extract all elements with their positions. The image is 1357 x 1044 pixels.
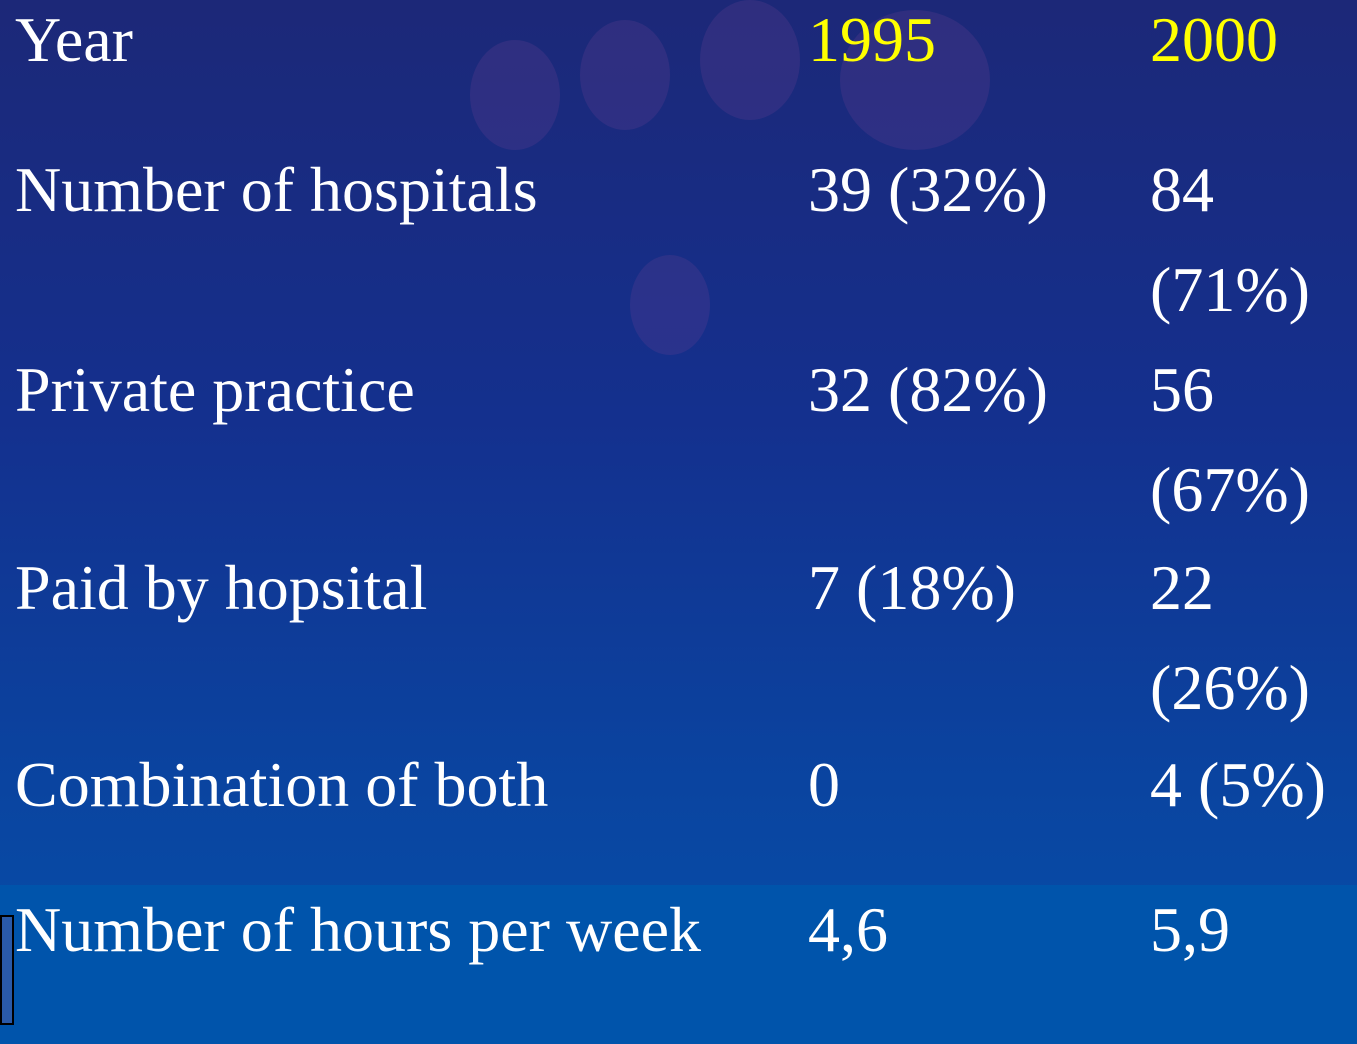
cell: 84 (71%) — [1150, 154, 1310, 325]
header-cell: Year — [15, 4, 133, 75]
cell: 4 (5%) — [1150, 749, 1326, 820]
cell: Number of hours per week — [15, 894, 701, 965]
cell: Paid by hopsital — [15, 552, 428, 623]
cell: Combination of both — [15, 749, 549, 820]
cell: 22 (26%) — [1150, 552, 1310, 723]
cell: 7 (18%) — [808, 552, 1016, 623]
watermark — [470, 40, 560, 150]
cell: 0 — [808, 749, 840, 820]
header-cell: 2000 — [1150, 4, 1278, 75]
cell: 5,9 — [1150, 894, 1230, 965]
watermark — [630, 255, 710, 355]
cell: 32 (82%) — [808, 354, 1048, 425]
watermark — [580, 20, 670, 130]
cell: Private practice — [15, 354, 415, 425]
header-cell: 1995 — [808, 4, 936, 75]
cell: Number of hospitals — [15, 154, 538, 225]
cell: 4,6 — [808, 894, 888, 965]
highlight-band — [0, 885, 1357, 1044]
watermark — [840, 10, 990, 150]
watermark — [700, 0, 800, 120]
box-icon — [0, 915, 14, 1025]
cell: 39 (32%) — [808, 154, 1048, 225]
cell: 56 (67%) — [1150, 354, 1310, 525]
